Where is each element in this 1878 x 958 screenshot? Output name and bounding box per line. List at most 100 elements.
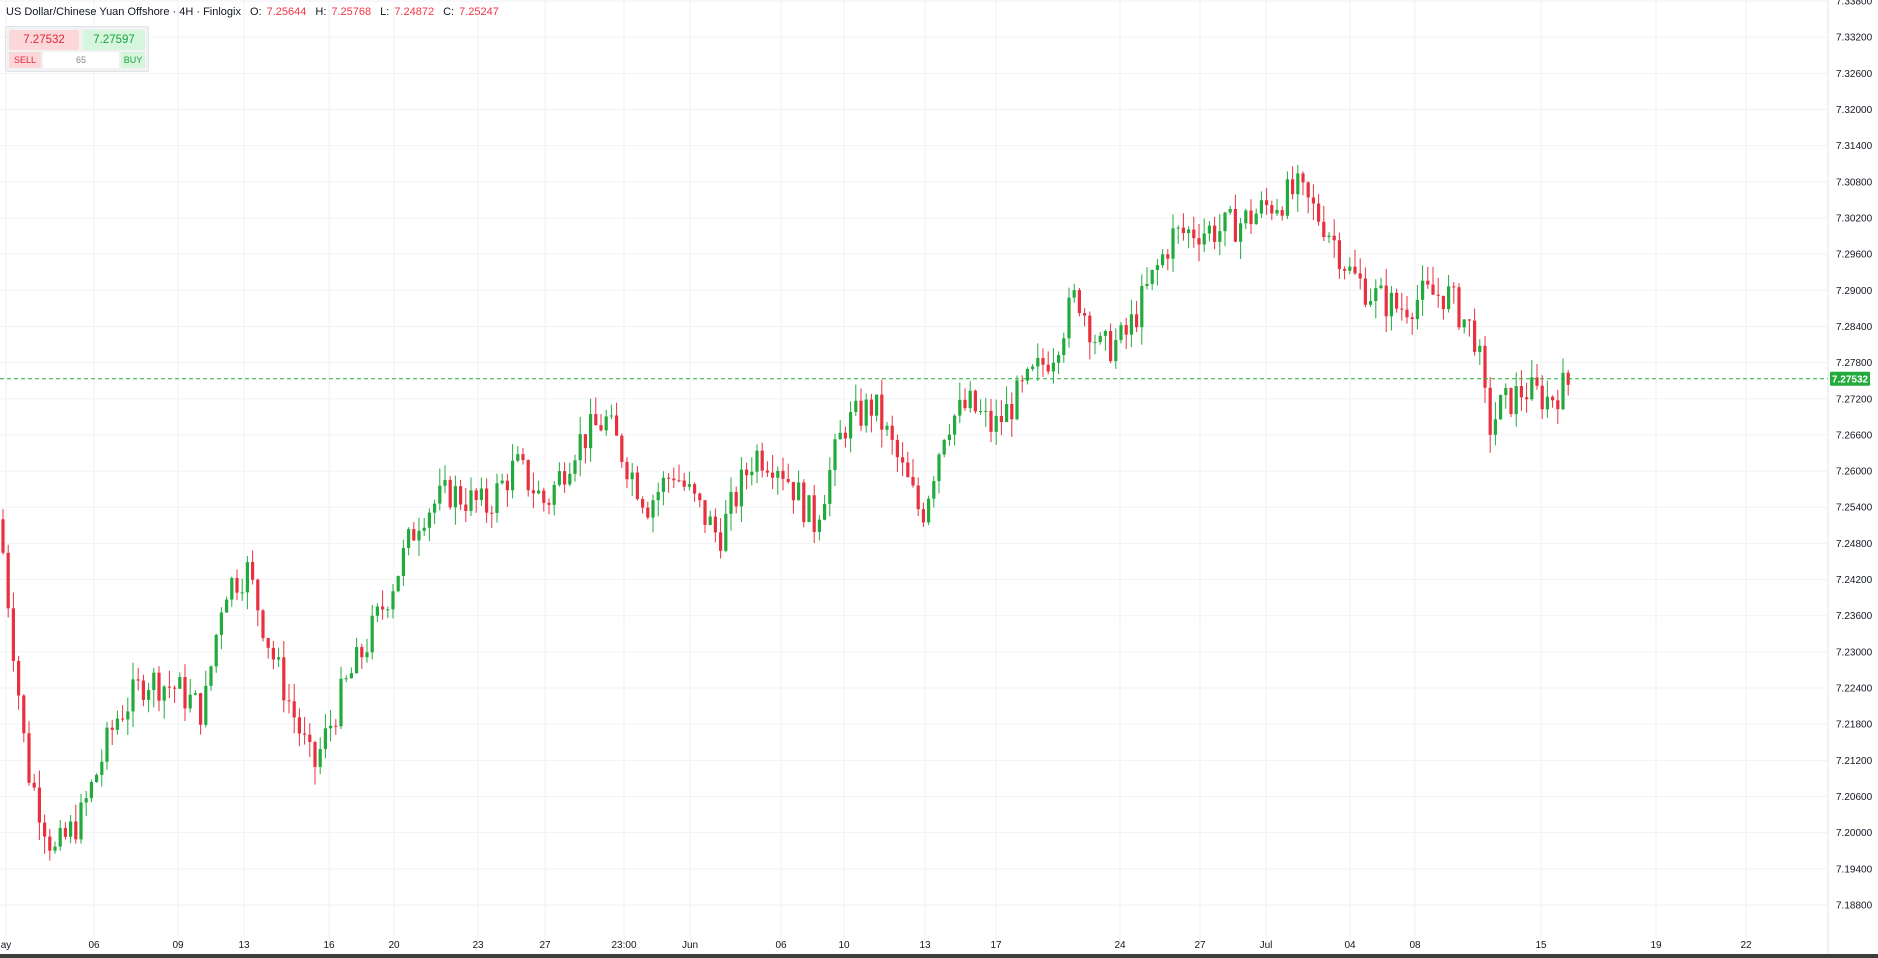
candle-body (1348, 266, 1352, 271)
y-tick-label: 7.33800 (1836, 0, 1873, 8)
candle-body (1296, 173, 1300, 195)
candle (277, 647, 281, 668)
candle (1363, 267, 1367, 308)
candle-body (719, 532, 723, 551)
candle (1275, 198, 1279, 217)
candle-body (786, 478, 790, 483)
candle (843, 426, 847, 448)
candle-body (1072, 290, 1076, 298)
candle (485, 478, 489, 523)
candle (1337, 232, 1341, 279)
candle-body (1223, 212, 1227, 232)
candle (417, 517, 421, 556)
buy-button[interactable]: BUY (121, 52, 145, 68)
x-tick-label: 17 (990, 940, 1002, 951)
candle (552, 481, 556, 516)
candle-body (687, 484, 691, 487)
candle (355, 637, 359, 674)
candle-body (641, 499, 645, 508)
candle-body (235, 578, 239, 593)
candle (339, 666, 343, 730)
candle (719, 518, 723, 559)
candle-body (32, 782, 36, 788)
candle-body (152, 672, 156, 691)
candle (230, 576, 234, 607)
candle-body (1010, 404, 1014, 420)
candle (547, 498, 551, 515)
candle-body (1088, 315, 1092, 343)
candle-body (531, 490, 535, 494)
candle (750, 457, 754, 486)
sell-price-button[interactable]: 7.27532 (9, 30, 79, 50)
candle (157, 666, 161, 712)
candle-body (656, 491, 660, 501)
candle-body (313, 742, 317, 767)
candle (474, 487, 478, 513)
candle (511, 444, 515, 499)
candle-body (833, 439, 837, 471)
candle (131, 662, 135, 727)
candle-body (173, 687, 177, 689)
candle-body (89, 781, 93, 799)
candle-body (984, 410, 988, 412)
candle-body (708, 516, 712, 525)
candle-body (776, 470, 780, 478)
candle-body (1332, 235, 1336, 241)
candle (308, 723, 312, 758)
candle-body (110, 727, 114, 730)
candle-body (932, 481, 936, 499)
candle-body (115, 718, 119, 730)
candle (521, 447, 525, 465)
candle-body (370, 615, 374, 653)
candle-body (979, 411, 983, 413)
y-tick-label: 7.29600 (1836, 250, 1873, 261)
candle-body (890, 425, 894, 440)
candle (453, 475, 457, 525)
candle-body (344, 678, 348, 680)
candle (1400, 292, 1404, 321)
candle (901, 442, 905, 477)
candle (927, 495, 931, 526)
candle-body (1457, 287, 1461, 328)
candle-body (6, 552, 10, 609)
sell-button[interactable]: SELL (9, 52, 41, 68)
candle-body (1171, 228, 1175, 259)
x-tick-label: 06 (88, 940, 100, 951)
open-label: O: (249, 6, 262, 18)
candle-body (604, 416, 608, 431)
candle-body (713, 516, 717, 533)
x-tick-label: 13 (919, 940, 931, 951)
candle-body (37, 787, 41, 823)
candle (1566, 369, 1570, 396)
candle-body (1431, 284, 1435, 295)
candle-body (1556, 400, 1560, 410)
x-tick-label: 08 (1409, 940, 1421, 951)
candle-body (1291, 179, 1295, 195)
candle-body (1051, 362, 1055, 372)
candle-body (1140, 285, 1144, 328)
candle-body (859, 400, 863, 426)
candle-body (1083, 313, 1087, 316)
candle-body (630, 472, 634, 480)
x-tick-label: 10 (838, 940, 850, 951)
y-tick-label: 7.30200 (1836, 213, 1873, 224)
candle-body (526, 460, 530, 491)
candle-body (1389, 292, 1393, 317)
candle (323, 714, 327, 759)
candle (1218, 214, 1222, 256)
candle-body (1452, 286, 1456, 288)
candle-body (261, 610, 265, 639)
candle (1369, 288, 1373, 307)
candle (713, 508, 717, 543)
buy-price-button[interactable]: 7.27597 (83, 30, 145, 50)
candle-body (1322, 221, 1326, 238)
candle (989, 398, 993, 443)
candle (687, 471, 691, 491)
candle (136, 667, 140, 691)
candle (1379, 277, 1383, 290)
candle-body (188, 694, 192, 709)
candle (693, 482, 697, 502)
candle (1098, 331, 1102, 345)
candle-body (162, 686, 166, 701)
